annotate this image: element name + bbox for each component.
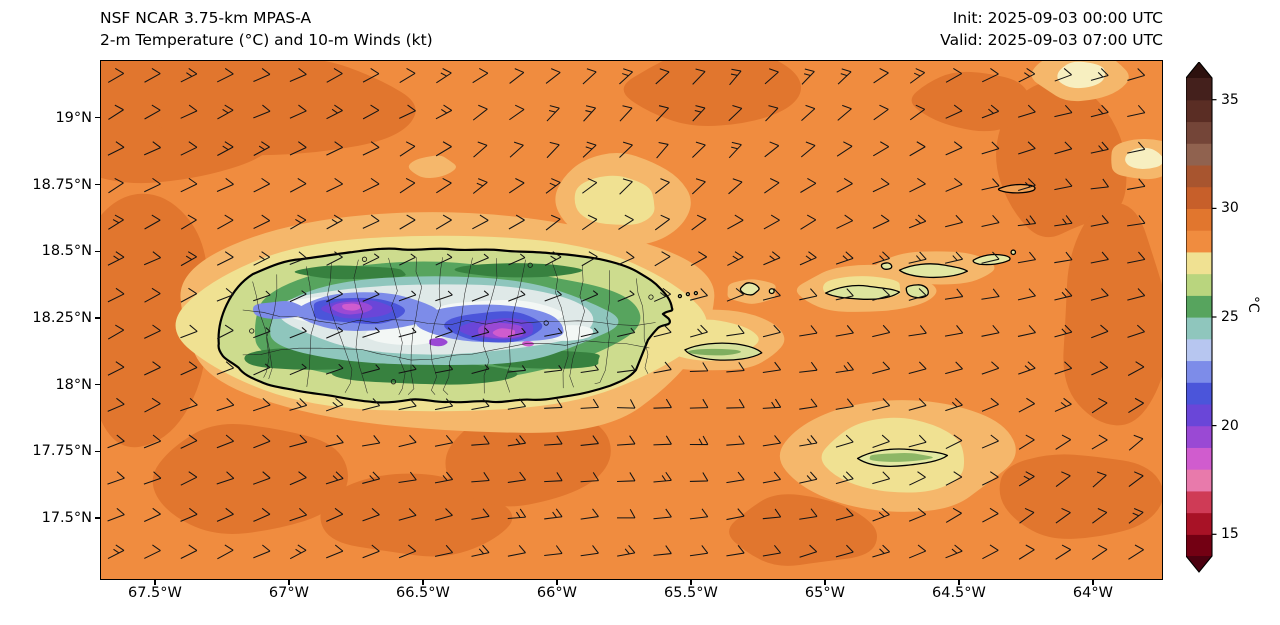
- x-tick-mark: [422, 580, 423, 585]
- map-svg: [101, 61, 1162, 579]
- colorbar-segment: [1186, 121, 1212, 143]
- colorbar-segment: [1186, 187, 1212, 209]
- colorbar-unit-label: °C: [1245, 296, 1261, 313]
- colorbar-segment: [1186, 426, 1212, 448]
- colorbar-segment: [1186, 534, 1212, 556]
- y-tick-label: 18.25°N: [0, 309, 92, 327]
- la-cordillera-cay: [678, 295, 681, 298]
- colorbar-segment: [1186, 143, 1212, 165]
- virgin-gorda-cay: [1011, 250, 1015, 254]
- colorbar-tick-label: 20: [1221, 417, 1239, 435]
- colorbar-tick-label: 30: [1221, 199, 1239, 217]
- colorbar-segment: [1186, 339, 1212, 361]
- y-tick-label: 19°N: [0, 109, 92, 127]
- valid-time: Valid: 2025-09-03 07:00 UTC: [940, 29, 1163, 51]
- x-tick-mark: [556, 580, 557, 585]
- la-cordillera-cay: [694, 292, 697, 295]
- x-tick-label: 66°W: [507, 585, 607, 601]
- y-tick-mark: [95, 117, 100, 118]
- jost-van-dyke-island: [881, 263, 891, 269]
- y-tick-mark: [95, 251, 100, 252]
- x-tick-label: 67°W: [239, 585, 339, 601]
- y-tick-label: 18°N: [0, 376, 92, 394]
- y-tick-mark: [95, 384, 100, 385]
- x-tick-label: 66.5°W: [373, 585, 473, 601]
- colorbar-segment: [1186, 513, 1212, 535]
- colorbar-under-arrow: [1186, 556, 1212, 572]
- x-tick-label: 65.5°W: [641, 585, 741, 601]
- x-tick-mark: [690, 580, 691, 585]
- x-tick-label: 64.5°W: [909, 585, 1009, 601]
- y-tick-label: 17.5°N: [0, 509, 92, 527]
- y-tick-mark: [95, 451, 100, 452]
- y-tick-mark: [95, 517, 100, 518]
- plot-subtitle: 2-m Temperature (°C) and 10-m Winds (kt): [100, 29, 433, 51]
- colorbar-segment: [1186, 274, 1212, 296]
- plot-time-block: Init: 2025-09-03 00:00 UTC Valid: 2025-0…: [940, 7, 1163, 51]
- colorbar-segment: [1186, 491, 1212, 513]
- colorbar-segment: [1186, 317, 1212, 339]
- x-tick-mark: [958, 580, 959, 585]
- colorbar-segment: [1186, 382, 1212, 404]
- init-time: Init: 2025-09-03 00:00 UTC: [940, 7, 1163, 29]
- colorbar-segment: [1186, 404, 1212, 426]
- x-tick-label: 67.5°W: [105, 585, 205, 601]
- y-tick-mark: [95, 317, 100, 318]
- x-tick-mark: [288, 580, 289, 585]
- x-tick-label: 64°W: [1043, 585, 1143, 601]
- x-tick-mark: [1092, 580, 1093, 585]
- model-title: NSF NCAR 3.75-km MPAS-A: [100, 7, 433, 29]
- colorbar-segment: [1186, 252, 1212, 274]
- puerto-rico-island: [219, 249, 673, 403]
- x-tick-mark: [154, 580, 155, 585]
- y-tick-label: 18.75°N: [0, 176, 92, 194]
- y-tick-mark: [95, 184, 100, 185]
- map-axes: [100, 60, 1163, 580]
- colorbar-tick-label: 35: [1221, 91, 1239, 109]
- colorbar-segment: [1186, 295, 1212, 317]
- x-tick-mark: [824, 580, 825, 585]
- colorbar-segment: [1186, 100, 1212, 122]
- colorbar-segment: [1186, 469, 1212, 491]
- colorbar-segment: [1186, 230, 1212, 252]
- colorbar-segment: [1186, 78, 1212, 100]
- y-tick-label: 17.75°N: [0, 442, 92, 460]
- colorbar-segment: [1186, 208, 1212, 230]
- la-cordillera-cay: [686, 293, 689, 296]
- colorbar-tick-label: 15: [1221, 525, 1239, 543]
- colorbar-segment: [1186, 165, 1212, 187]
- colorbar-segment: [1186, 447, 1212, 469]
- y-tick-label: 18.5°N: [0, 242, 92, 260]
- colorbar-segment: [1186, 360, 1212, 382]
- x-tick-label: 65°W: [775, 585, 875, 601]
- plot-title-block: NSF NCAR 3.75-km MPAS-A 2-m Temperature …: [100, 7, 433, 51]
- culebrita-cay: [769, 289, 774, 294]
- colorbar-tick-label: 25: [1221, 308, 1239, 326]
- colorbar-over-arrow: [1186, 62, 1212, 78]
